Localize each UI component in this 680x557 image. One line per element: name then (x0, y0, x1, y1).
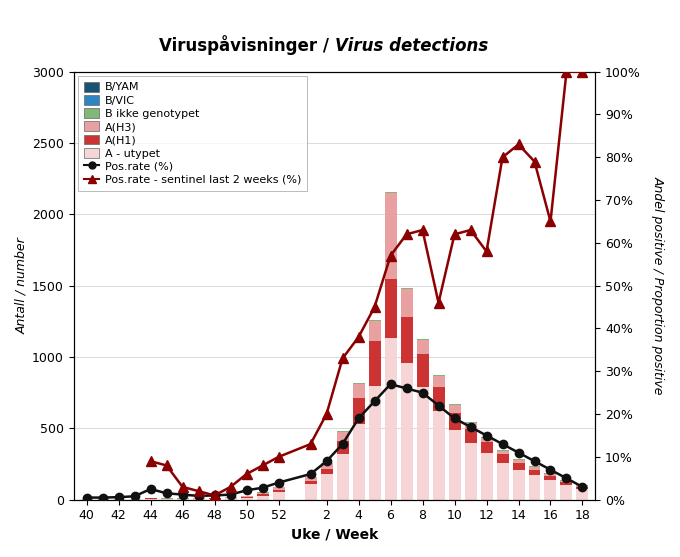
Bar (560, 486, 573, 500)
Bar (432, 411, 445, 500)
Bar (464, 429, 477, 443)
Bar (577, 489, 588, 500)
Bar (337, 441, 349, 454)
Bar (224, 499, 237, 500)
Bar (560, 482, 573, 486)
Bar (545, 481, 556, 500)
Bar (432, 375, 445, 377)
Y-axis label: Antall / number: Antall / number (15, 237, 28, 334)
Bar (241, 497, 252, 498)
Bar (224, 497, 237, 498)
Text: Viruspåvisninger /: Viruspåvisninger / (158, 35, 335, 55)
Bar (481, 442, 492, 453)
Bar (369, 385, 381, 500)
Bar (496, 451, 509, 455)
Bar (528, 466, 541, 467)
Bar (496, 455, 509, 463)
Bar (384, 339, 396, 500)
Bar (417, 354, 428, 387)
Bar (209, 499, 220, 500)
Bar (145, 498, 156, 499)
Bar (449, 404, 460, 405)
Bar (577, 486, 588, 487)
X-axis label: Uke / Week: Uke / Week (291, 528, 378, 542)
Bar (449, 430, 460, 500)
Bar (320, 474, 333, 500)
Bar (464, 443, 477, 500)
Bar (224, 498, 237, 499)
Bar (545, 474, 556, 476)
Bar (481, 453, 492, 500)
Bar (464, 423, 477, 429)
Bar (352, 383, 364, 384)
Bar (352, 424, 364, 500)
Bar (528, 470, 541, 476)
Bar (352, 384, 364, 398)
Bar (145, 499, 156, 500)
Bar (417, 339, 428, 340)
Bar (417, 387, 428, 500)
Bar (577, 485, 588, 486)
Bar (305, 477, 316, 481)
Bar (449, 405, 460, 413)
Bar (320, 463, 333, 469)
Bar (256, 492, 269, 494)
Bar (384, 278, 396, 339)
Bar (256, 496, 269, 500)
Bar (401, 363, 413, 500)
Bar (577, 487, 588, 489)
Bar (337, 432, 349, 441)
Bar (384, 193, 396, 278)
Bar (337, 431, 349, 432)
Bar (369, 320, 381, 321)
Bar (417, 340, 428, 354)
Bar (528, 476, 541, 500)
Bar (545, 473, 556, 474)
Bar (560, 481, 573, 482)
Bar (256, 494, 269, 496)
Y-axis label: Andel positive / Proportion positive: Andel positive / Proportion positive (652, 177, 665, 395)
Bar (401, 288, 413, 289)
Bar (305, 481, 316, 484)
Bar (496, 450, 509, 451)
Bar (273, 490, 284, 492)
Bar (432, 377, 445, 387)
Bar (449, 413, 460, 430)
Text: Virus detections: Virus detections (335, 37, 488, 55)
Bar (432, 387, 445, 411)
Bar (337, 454, 349, 500)
Bar (464, 422, 477, 423)
Bar (352, 398, 364, 424)
Bar (369, 321, 381, 341)
Bar (192, 499, 205, 500)
Bar (320, 469, 333, 474)
Legend: B/YAM, B/VIC, B ikke genotypet, A(H3), A(H1), A - utypet, Pos.rate (%), Pos.rate: B/YAM, B/VIC, B ikke genotypet, A(H3), A… (78, 76, 307, 190)
Bar (528, 467, 541, 470)
Bar (369, 341, 381, 385)
Bar (273, 492, 284, 500)
Bar (384, 192, 396, 193)
Bar (305, 484, 316, 500)
Bar (496, 463, 509, 500)
Bar (545, 476, 556, 481)
Bar (513, 459, 524, 460)
Bar (241, 498, 252, 500)
Bar (241, 496, 252, 497)
Bar (513, 460, 524, 463)
Bar (177, 499, 188, 500)
Bar (560, 480, 573, 481)
Bar (481, 437, 492, 442)
Bar (513, 470, 524, 500)
Bar (401, 289, 413, 317)
Bar (160, 499, 173, 500)
Bar (401, 317, 413, 363)
Bar (513, 463, 524, 470)
Bar (273, 487, 284, 490)
